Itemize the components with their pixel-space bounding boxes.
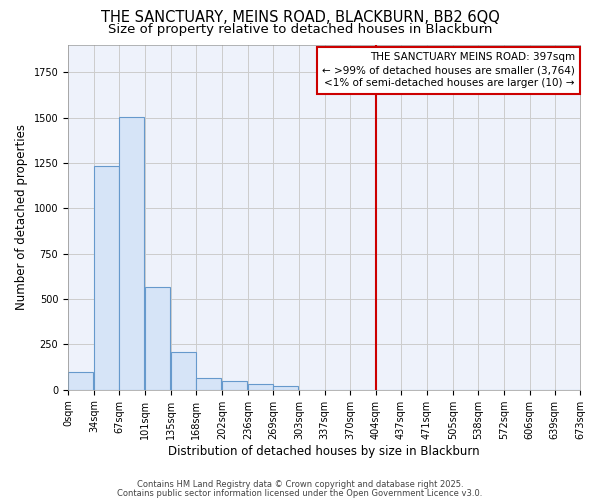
Text: Contains public sector information licensed under the Open Government Licence v3: Contains public sector information licen…: [118, 488, 482, 498]
Bar: [248, 384, 273, 390]
Text: Size of property relative to detached houses in Blackburn: Size of property relative to detached ho…: [108, 22, 492, 36]
Text: THE SANCTUARY, MEINS ROAD, BLACKBURN, BB2 6QQ: THE SANCTUARY, MEINS ROAD, BLACKBURN, BB…: [101, 10, 499, 25]
Bar: [273, 386, 298, 390]
Bar: [119, 116, 144, 390]
Bar: [145, 287, 170, 390]
Bar: [222, 381, 247, 390]
Y-axis label: Number of detached properties: Number of detached properties: [15, 124, 28, 310]
Bar: [68, 372, 93, 390]
Text: Contains HM Land Registry data © Crown copyright and database right 2025.: Contains HM Land Registry data © Crown c…: [137, 480, 463, 489]
Bar: [196, 378, 221, 390]
Bar: [171, 352, 196, 390]
Text: THE SANCTUARY MEINS ROAD: 397sqm
← >99% of detached houses are smaller (3,764)
<: THE SANCTUARY MEINS ROAD: 397sqm ← >99% …: [322, 52, 575, 88]
Bar: [94, 166, 119, 390]
X-axis label: Distribution of detached houses by size in Blackburn: Distribution of detached houses by size …: [168, 444, 480, 458]
